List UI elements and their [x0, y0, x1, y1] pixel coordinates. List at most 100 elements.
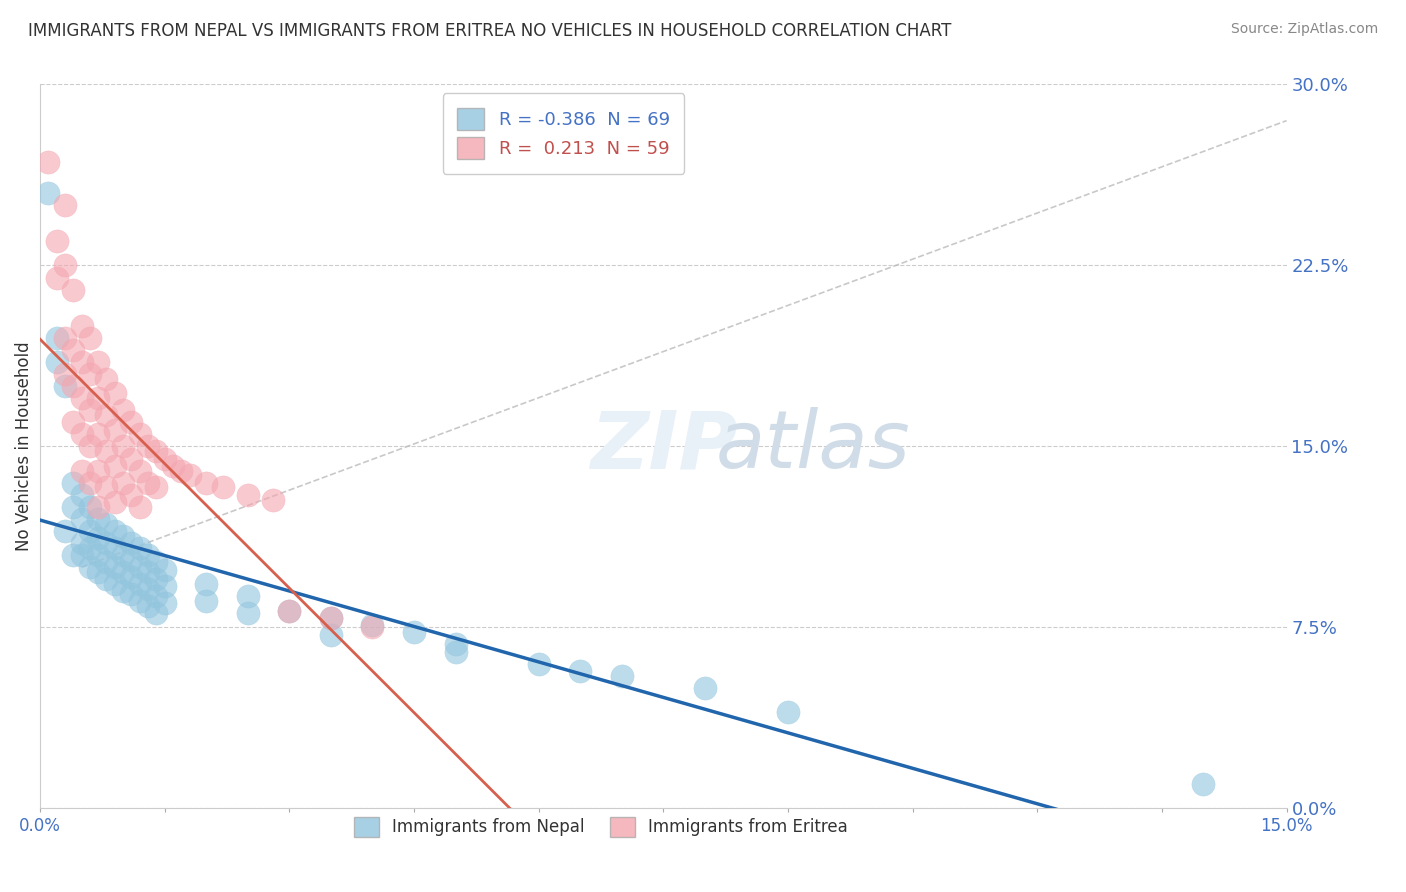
- Text: ZIP: ZIP: [589, 408, 737, 485]
- Point: [170, 464, 193, 478]
- Point: [70, 548, 93, 562]
- Point: [112, 439, 135, 453]
- Point: [104, 386, 127, 401]
- Point: [79, 439, 101, 453]
- Point: [62, 475, 84, 490]
- Point: [53, 524, 76, 538]
- Point: [53, 198, 76, 212]
- Point: [70, 318, 93, 333]
- Text: Source: ZipAtlas.com: Source: ZipAtlas.com: [1230, 22, 1378, 37]
- Point: [136, 582, 159, 596]
- Point: [1192, 777, 1215, 791]
- Point: [610, 669, 633, 683]
- Point: [136, 548, 159, 562]
- Point: [104, 560, 127, 574]
- Point: [128, 427, 150, 442]
- Point: [87, 548, 110, 562]
- Point: [195, 475, 218, 490]
- Point: [128, 594, 150, 608]
- Point: [128, 541, 150, 555]
- Point: [136, 565, 159, 579]
- Point: [120, 536, 142, 550]
- Y-axis label: No Vehicles in Household: No Vehicles in Household: [15, 342, 32, 551]
- Point: [319, 611, 342, 625]
- Point: [120, 570, 142, 584]
- Point: [136, 439, 159, 453]
- Point: [776, 705, 799, 719]
- Point: [145, 555, 167, 569]
- Point: [70, 355, 93, 369]
- Point: [53, 259, 76, 273]
- Point: [402, 625, 425, 640]
- Point: [70, 427, 93, 442]
- Point: [319, 628, 342, 642]
- Point: [211, 480, 233, 494]
- Point: [53, 379, 76, 393]
- Point: [96, 372, 118, 386]
- Point: [62, 343, 84, 357]
- Point: [87, 427, 110, 442]
- Point: [195, 577, 218, 591]
- Point: [112, 529, 135, 543]
- Point: [145, 606, 167, 620]
- Point: [278, 603, 301, 617]
- Point: [128, 500, 150, 514]
- Point: [128, 464, 150, 478]
- Point: [120, 451, 142, 466]
- Point: [120, 488, 142, 502]
- Point: [87, 391, 110, 405]
- Point: [62, 283, 84, 297]
- Point: [145, 589, 167, 603]
- Point: [145, 572, 167, 586]
- Point: [45, 235, 67, 249]
- Point: [153, 579, 176, 593]
- Point: [136, 475, 159, 490]
- Point: [87, 531, 110, 545]
- Point: [70, 512, 93, 526]
- Point: [79, 403, 101, 417]
- Point: [53, 331, 76, 345]
- Point: [87, 355, 110, 369]
- Point: [236, 589, 259, 603]
- Point: [37, 186, 59, 200]
- Point: [112, 548, 135, 562]
- Point: [104, 458, 127, 473]
- Point: [120, 587, 142, 601]
- Point: [87, 512, 110, 526]
- Point: [96, 480, 118, 494]
- Point: [319, 611, 342, 625]
- Point: [62, 415, 84, 429]
- Point: [569, 664, 592, 678]
- Text: IMMIGRANTS FROM NEPAL VS IMMIGRANTS FROM ERITREA NO VEHICLES IN HOUSEHOLD CORREL: IMMIGRANTS FROM NEPAL VS IMMIGRANTS FROM…: [28, 22, 952, 40]
- Point: [70, 536, 93, 550]
- Point: [153, 451, 176, 466]
- Point: [96, 572, 118, 586]
- Point: [87, 565, 110, 579]
- Point: [104, 524, 127, 538]
- Point: [128, 577, 150, 591]
- Point: [527, 657, 550, 671]
- Point: [45, 270, 67, 285]
- Point: [53, 367, 76, 381]
- Point: [104, 577, 127, 591]
- Point: [236, 606, 259, 620]
- Point: [104, 495, 127, 509]
- Point: [87, 464, 110, 478]
- Point: [79, 475, 101, 490]
- Point: [96, 555, 118, 569]
- Point: [70, 391, 93, 405]
- Point: [195, 594, 218, 608]
- Point: [104, 423, 127, 437]
- Point: [45, 331, 67, 345]
- Point: [112, 475, 135, 490]
- Point: [45, 355, 67, 369]
- Point: [444, 637, 467, 651]
- Point: [62, 379, 84, 393]
- Point: [79, 367, 101, 381]
- Point: [112, 565, 135, 579]
- Point: [162, 458, 184, 473]
- Point: [112, 584, 135, 599]
- Point: [96, 444, 118, 458]
- Point: [278, 603, 301, 617]
- Point: [145, 480, 167, 494]
